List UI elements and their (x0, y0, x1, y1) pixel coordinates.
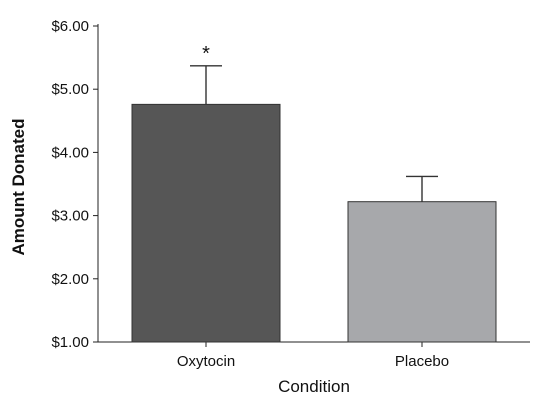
y-tick-label: $6.00 (51, 18, 89, 35)
y-axis-title: Amount Donated (9, 119, 28, 256)
x-axis-title: Condition (278, 377, 350, 396)
y-tick-label: $5.00 (51, 81, 89, 98)
y-tick-label: $3.00 (51, 208, 89, 225)
bar-placebo (347, 201, 497, 343)
labels: $1.00 $2.00 $3.00 $4.00 $5.00 $6.00 Oxytocin Pl… (51, 18, 449, 370)
x-tick-label: Oxytocin (177, 353, 235, 370)
y-tick-label: $4.00 (51, 144, 89, 161)
bar-oxytocin (131, 103, 281, 343)
y-tick-label: $2.00 (51, 271, 89, 288)
significance-marker: * (202, 43, 210, 65)
y-tick-label: $1.00 (51, 334, 89, 351)
x-tick-label: Placebo (395, 353, 449, 370)
bars (131, 65, 497, 343)
